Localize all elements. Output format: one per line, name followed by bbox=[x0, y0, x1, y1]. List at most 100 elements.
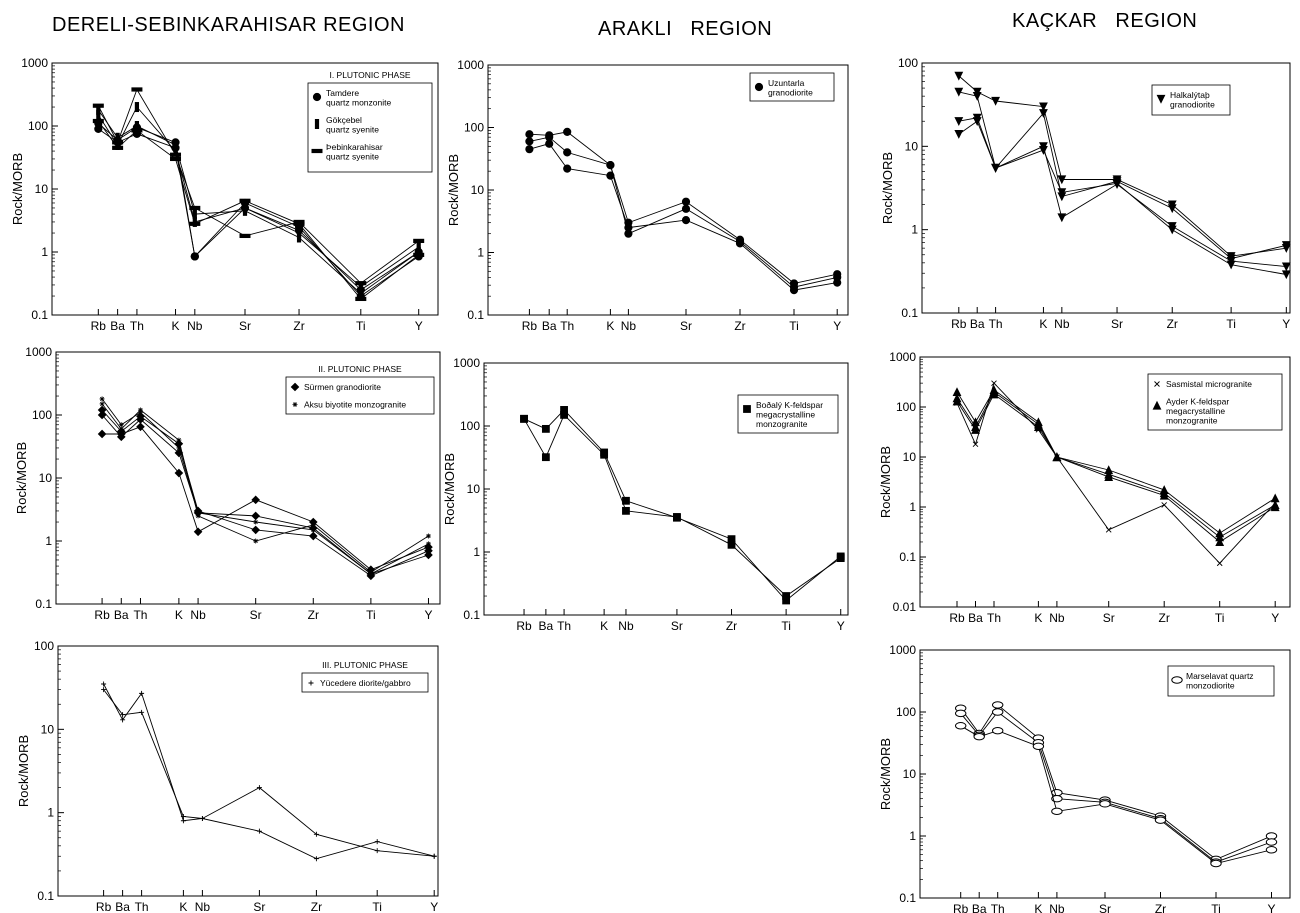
y-tick-label: 100 bbox=[896, 705, 916, 719]
x-tick-label: Y bbox=[837, 619, 845, 633]
y-tick-label: 1000 bbox=[457, 58, 484, 72]
x-tick-label: Rb bbox=[951, 317, 967, 331]
x-tick-label: Ti bbox=[366, 608, 376, 622]
plot-frame bbox=[487, 64, 849, 316]
x-tick-label: K bbox=[1034, 611, 1042, 625]
series-line bbox=[529, 136, 838, 288]
x-tick-label: K bbox=[606, 319, 614, 333]
data-point bbox=[368, 571, 374, 577]
y-tick-label: 0.01 bbox=[893, 600, 917, 614]
y-tick-label: 100 bbox=[34, 639, 54, 653]
x-tick-label: Nb bbox=[187, 319, 203, 333]
data-point bbox=[1281, 270, 1291, 280]
data-point bbox=[239, 233, 251, 239]
data-point bbox=[954, 87, 964, 97]
x-tick-label: Zr bbox=[1155, 902, 1166, 913]
data-point bbox=[954, 130, 964, 139]
data-point bbox=[97, 429, 107, 439]
legend-box bbox=[285, 376, 435, 415]
data-point bbox=[92, 103, 104, 108]
region-title-arakli: ARAKLI REGION bbox=[598, 18, 773, 40]
data-point bbox=[310, 527, 316, 533]
series-2 bbox=[520, 411, 845, 600]
data-point bbox=[606, 171, 615, 180]
data-point bbox=[101, 681, 107, 687]
data-point bbox=[525, 145, 534, 154]
data-point bbox=[1051, 788, 1063, 797]
region-title-kackar: KAÇKAR REGION bbox=[1012, 10, 1198, 32]
chart-p1: 0.1 1 10 100 1000 Rock/MORB Rb Ba Th K Nb Sr Zr Ti Y I.… bbox=[10, 56, 439, 333]
data-point bbox=[170, 156, 182, 162]
data-point bbox=[992, 726, 1004, 735]
x-tick-label: K bbox=[1034, 902, 1042, 913]
data-point bbox=[681, 197, 691, 206]
data-point bbox=[137, 409, 143, 415]
data-point bbox=[622, 496, 630, 505]
data-point bbox=[374, 848, 380, 854]
data-point bbox=[174, 468, 184, 478]
data-point bbox=[991, 163, 1001, 173]
x-tick-label: Nb bbox=[621, 319, 637, 333]
y-tick-label: 1 bbox=[909, 500, 916, 514]
data-point bbox=[139, 690, 145, 696]
data-point bbox=[1099, 800, 1111, 808]
legend-label: Sürmen granodiorite bbox=[304, 382, 381, 392]
legend-box bbox=[737, 394, 839, 434]
x-tick-label: Y bbox=[415, 319, 423, 333]
legend-box bbox=[307, 82, 433, 173]
data-point bbox=[120, 712, 126, 718]
data-point bbox=[131, 128, 143, 133]
series-3 bbox=[955, 722, 1278, 868]
data-point bbox=[952, 396, 962, 406]
legend-label: Ayder K-feldspar bbox=[1166, 397, 1229, 407]
legend-label: Gökçebel bbox=[326, 115, 362, 125]
data-point bbox=[1265, 846, 1278, 854]
chart-p3: 0.1 1 10 100 Rock/MORB Rb Ba Th K Nb Sr Zr Ti Y Halkal… bbox=[880, 56, 1291, 331]
data-point bbox=[681, 204, 691, 213]
data-point bbox=[622, 506, 630, 515]
data-point bbox=[313, 831, 319, 837]
data-point bbox=[541, 424, 550, 433]
series-line bbox=[958, 117, 1287, 268]
data-point bbox=[1167, 225, 1177, 235]
data-point bbox=[972, 87, 982, 97]
data-point bbox=[189, 221, 201, 226]
data-point bbox=[1167, 204, 1177, 214]
x-tick-label: Sr bbox=[253, 900, 265, 913]
x-tick-label: Nb bbox=[1049, 611, 1065, 625]
x-tick-label: Zr bbox=[726, 619, 737, 633]
legend-box bbox=[749, 72, 835, 102]
x-tick-label: Ba bbox=[114, 608, 129, 622]
series-1 bbox=[101, 681, 437, 859]
data-point bbox=[1052, 452, 1062, 462]
y-tick-label: 10 bbox=[471, 183, 485, 197]
chart-p6: 0.01 0.1 1 10 100 1000 Rock/MORB Rb Ba Th K Nb Sr Zr T… bbox=[878, 350, 1291, 625]
y-tick-label: 100 bbox=[460, 419, 480, 433]
data-point bbox=[1112, 179, 1122, 189]
data-point bbox=[971, 425, 980, 434]
x-tick-label: Th bbox=[991, 902, 1005, 913]
series-line bbox=[960, 725, 1272, 864]
data-point bbox=[563, 164, 572, 173]
x-tick-label: Sr bbox=[239, 319, 251, 333]
data-point bbox=[189, 205, 201, 211]
legend-box bbox=[1167, 665, 1275, 697]
data-point bbox=[112, 145, 124, 150]
series-2 bbox=[525, 133, 842, 292]
data-point bbox=[424, 546, 433, 556]
data-point bbox=[1281, 241, 1291, 250]
y-tick-label: 0.1 bbox=[899, 891, 916, 905]
x-tick-label: Y bbox=[424, 608, 432, 622]
data-point bbox=[253, 538, 259, 544]
data-point bbox=[1210, 859, 1222, 868]
x-tick-label: Zr bbox=[293, 319, 304, 333]
y-axis-label: Rock/MORB bbox=[878, 446, 893, 518]
series-5 bbox=[99, 396, 431, 577]
data-point bbox=[1057, 188, 1067, 198]
y-tick-label: 0.1 bbox=[467, 308, 484, 322]
data-point bbox=[1057, 213, 1067, 223]
x-tick-label: Th bbox=[987, 611, 1001, 625]
data-point bbox=[99, 401, 105, 407]
